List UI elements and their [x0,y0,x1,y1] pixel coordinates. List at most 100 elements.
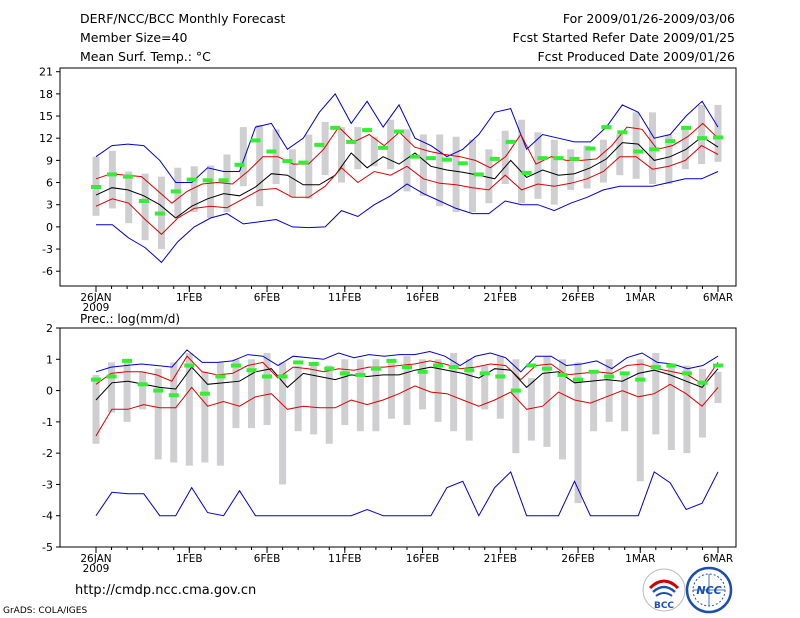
prec-obs-marker [293,360,304,365]
member-size: Member Size=40 [80,30,188,45]
temp-obs-marker [521,170,532,175]
temp-obs-marker [282,159,293,164]
prec-xtick-label: 16FEB [406,553,439,565]
temp-spread-bar [305,134,313,199]
temp-spread-bar [550,139,558,205]
temp-obs-marker [218,178,229,183]
temp-xtick-label: 1MAR [625,292,655,304]
prec-obs-marker [619,371,630,376]
prec-xtick-label: 11FEB [328,553,361,565]
temp-ytick-label: 0 [46,221,53,234]
temp-spread-bar [370,136,378,167]
temp-obs-marker [330,125,341,130]
prec-obs-marker [386,358,397,363]
temp-spread-bar [288,149,296,198]
fcst-produced-date: Fcst Produced Date 2009/01/26 [537,49,735,64]
prec-spread-bar [185,353,193,466]
temp-obs-marker [154,211,165,216]
prec-series-mean-line [95,366,719,401]
prec-xtick-label: 21FEB [484,553,517,565]
temp-spread-bar [698,104,706,165]
prec-obs-marker [713,363,723,368]
bcc-logo-text: BCC [654,601,674,611]
prec-ytick-label: 2 [46,322,53,335]
prec-spread-bar [481,365,489,410]
temp-spread-bar [681,127,689,170]
temp-spread-bar [141,173,149,241]
temp-xtick-label: 11FEB [328,292,361,304]
temp-obs-marker [266,149,277,154]
temp-spread-bar [108,150,116,209]
prec-plot-frame [59,327,737,548]
source-url[interactable]: http://cmdp.ncc.cma.gov.cn [75,583,257,598]
prec-obs-marker [526,363,537,368]
temp-obs-marker [106,172,117,177]
temp-obs-marker [649,147,660,152]
temp-spread-bar [239,127,247,187]
prec-obs-marker [324,366,335,371]
ncc-logo: NCC [685,566,733,614]
prec-spread-bar [325,365,333,444]
temp-obs-marker [346,139,357,144]
temp-xtick-label: 26JAN [80,292,111,304]
prec-xtick-label: 6FEB [254,553,281,565]
prec-obs-marker [697,380,708,385]
fcst-started-date: Fcst Started Refer Date 2009/01/25 [512,30,736,45]
prec-spread-bar [356,359,364,432]
prec-spread-bar [636,359,644,482]
prec-spread-bar [294,365,302,432]
temp-spread-bar [583,145,591,189]
prec-obs-marker [510,388,521,393]
temp-spread-bar [518,119,526,204]
prec-obs-marker [246,368,257,373]
temp-obs-marker [362,128,373,133]
temp-xtick-label: 26FEB [561,292,594,304]
prec-spread-bar [574,362,582,504]
temp-spread-bar [207,165,215,219]
temp-ytick-label: 21 [39,66,53,79]
temp-obs-marker [378,145,389,150]
prec-obs-marker [262,374,273,379]
prec-spread-bar [232,359,240,429]
forecast-period: For 2009/01/26-2009/03/06 [562,11,735,26]
temp-xtick-label: 1FEB [176,292,203,304]
prec-ytick-label: -3 [42,478,53,491]
temp-obs-marker [314,142,325,147]
temp-xtick-label: 6FEB [254,292,281,304]
temp-obs-marker [234,162,245,167]
prec-spread-bar [154,368,162,460]
temp-obs-marker [633,149,644,154]
temp-spread-bar [452,136,460,213]
prec-xtick-label: 6MAR [703,553,733,565]
prec-obs-marker [137,382,148,387]
prec-obs-marker [433,363,444,368]
temp-envelope-top-line [95,93,719,183]
temp-obs-marker [713,135,723,140]
temp-obs-marker [473,172,484,177]
prec-spread-bar [450,353,458,432]
temp-spread-bar [436,134,444,207]
variable-label: Mean Surf. Temp.: °C [80,49,211,64]
prec-obs-marker [106,374,117,379]
prec-spread-bar [139,371,147,410]
prec-ytick-label: 1 [46,353,53,366]
prec-obs-marker [666,363,677,368]
prec-ytick-label: 0 [46,385,53,398]
prec-spread-bar [170,362,178,463]
prec-obs-marker [339,371,350,376]
prec-spread-bar [698,368,706,438]
temp-envelope-bottom-line [96,171,719,264]
temp-obs-marker [202,178,213,183]
temp-spread-bar [354,127,362,170]
temp-spread-bar [338,127,346,183]
prec-obs-marker [184,363,195,368]
prec-ytick-label: -5 [42,541,53,554]
prec-obs-marker [355,372,366,377]
prec-spread-bar [341,359,349,425]
prec-spread-bar [621,374,629,432]
prec-spread-bar [201,371,209,463]
prec-obs-marker [153,388,164,393]
chart-title: DERF/NCC/BCC Monthly Forecast [80,11,286,26]
prec-spread-bar [310,362,318,435]
